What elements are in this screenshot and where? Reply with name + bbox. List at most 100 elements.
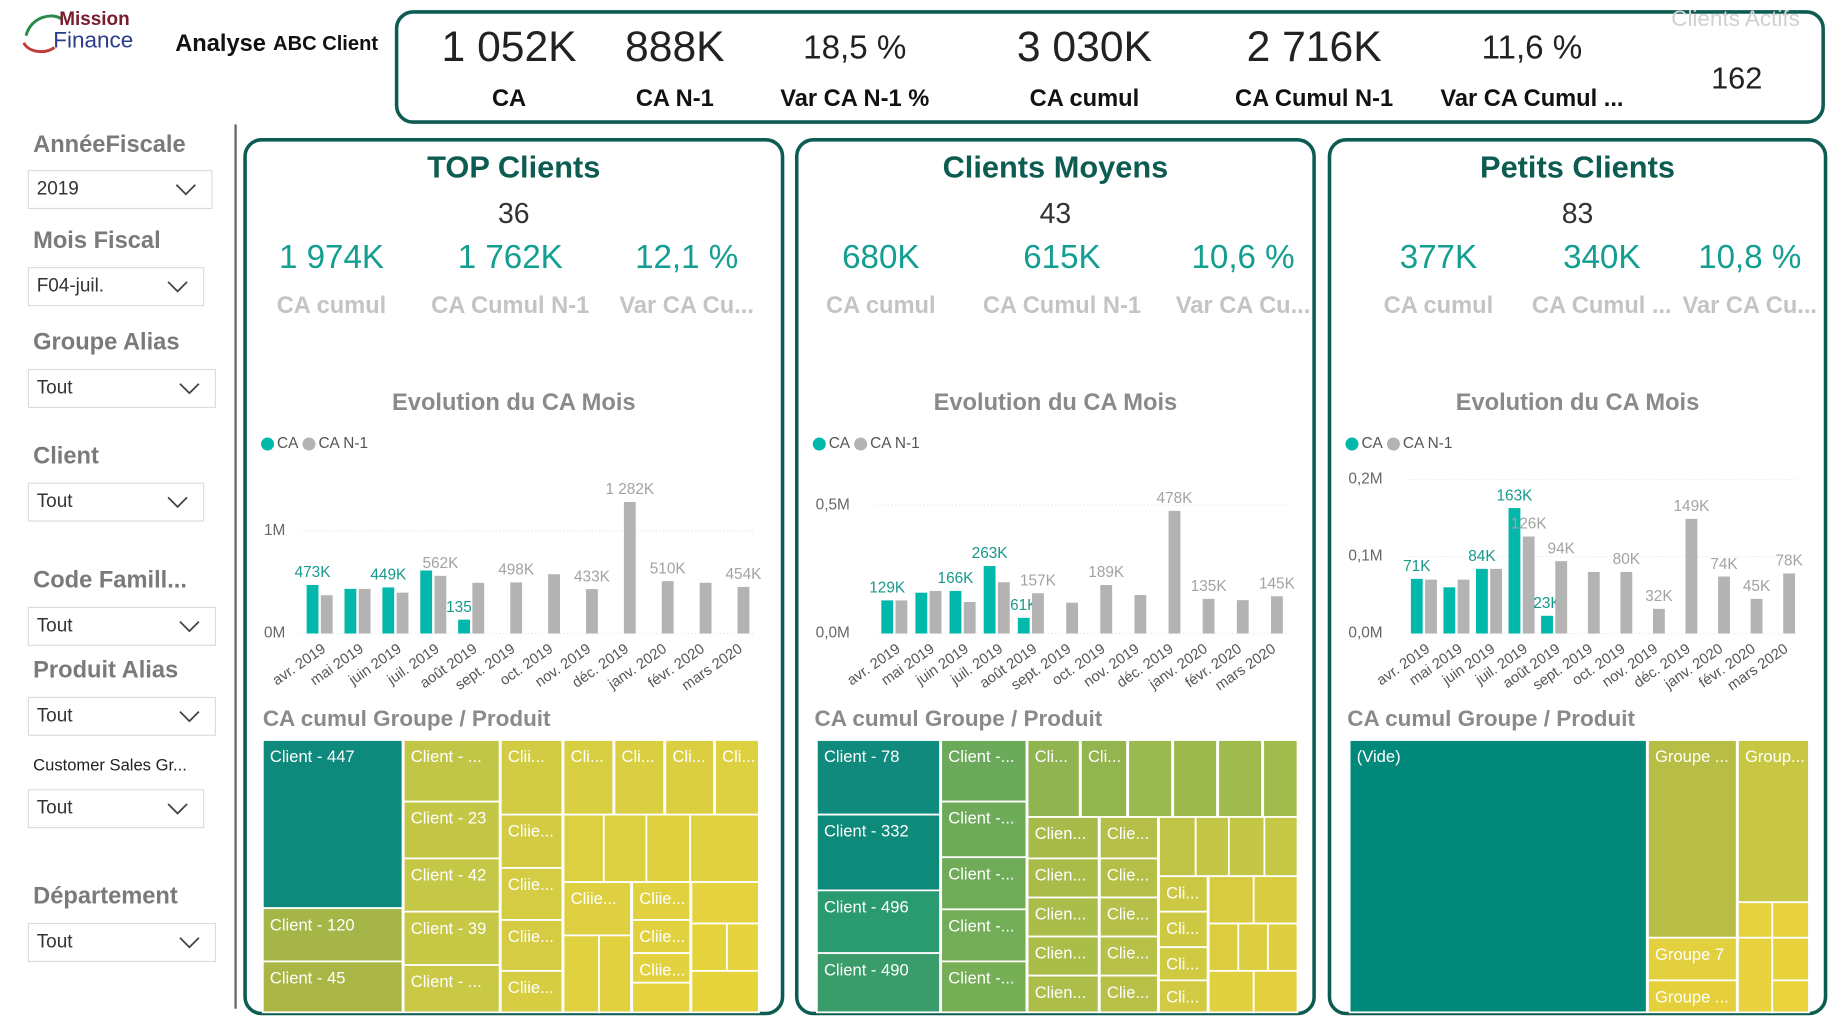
treemap-tile[interactable] bbox=[261, 960, 404, 1014]
treemap-tile[interactable] bbox=[1026, 816, 1100, 860]
bar bbox=[472, 582, 485, 634]
treemap-tile[interactable] bbox=[613, 739, 666, 816]
treemap-tile[interactable] bbox=[940, 739, 1028, 803]
treemap-tile[interactable] bbox=[689, 813, 760, 883]
dropdown[interactable] bbox=[27, 922, 217, 963]
treemap-tile[interactable] bbox=[1348, 739, 1648, 1014]
treemap-tile[interactable] bbox=[645, 813, 692, 883]
data-label: 1 282K bbox=[605, 481, 654, 498]
treemap-tile[interactable] bbox=[1262, 739, 1299, 818]
treemap-label: Cli... bbox=[1166, 954, 1199, 973]
treemap-tile[interactable] bbox=[690, 922, 728, 972]
treemap-tile[interactable] bbox=[1172, 739, 1218, 818]
treemap-tile[interactable] bbox=[598, 934, 632, 1014]
kpi-value: 162 bbox=[1711, 61, 1762, 96]
treemap-tile[interactable] bbox=[815, 889, 941, 955]
treemap-tile[interactable] bbox=[402, 739, 501, 803]
treemap-tile[interactable] bbox=[562, 813, 605, 883]
dropdown-value: Tout bbox=[37, 491, 74, 512]
dropdown[interactable] bbox=[27, 368, 217, 408]
treemap-tile[interactable] bbox=[940, 960, 1028, 1014]
treemap-tile[interactable] bbox=[1263, 816, 1299, 878]
treemap-tile[interactable] bbox=[714, 739, 760, 816]
treemap-tile[interactable] bbox=[1158, 875, 1209, 913]
treemap-tile[interactable] bbox=[1737, 936, 1774, 1014]
panel-kpi-value: 1 974K bbox=[279, 239, 384, 276]
treemap-tile[interactable] bbox=[1158, 816, 1197, 878]
treemap-tile[interactable] bbox=[1771, 901, 1810, 939]
treemap-tile[interactable] bbox=[726, 922, 760, 972]
treemap-tile[interactable] bbox=[402, 857, 501, 913]
treemap-tile[interactable] bbox=[1252, 970, 1299, 1014]
treemap-tile[interactable] bbox=[1026, 739, 1081, 818]
treemap-tile[interactable] bbox=[499, 919, 564, 972]
treemap-tile[interactable] bbox=[499, 813, 564, 869]
treemap-tile[interactable] bbox=[1771, 979, 1810, 1014]
legend-marker bbox=[1386, 437, 1400, 451]
kpi-value: 1 052K bbox=[442, 23, 577, 71]
treemap-tile[interactable] bbox=[1647, 979, 1738, 1014]
dropdown[interactable] bbox=[27, 482, 205, 522]
treemap-tile[interactable] bbox=[1647, 936, 1738, 982]
treemap-tile[interactable] bbox=[1079, 739, 1128, 818]
treemap-tile[interactable] bbox=[1026, 935, 1100, 977]
treemap-tile[interactable] bbox=[1267, 922, 1299, 972]
treemap-tile[interactable] bbox=[1098, 816, 1159, 860]
treemap-tile[interactable] bbox=[690, 881, 760, 925]
treemap-tile[interactable] bbox=[1227, 816, 1266, 878]
treemap-tile[interactable] bbox=[1217, 739, 1263, 818]
treemap-tile[interactable] bbox=[1098, 857, 1159, 899]
treemap-tile[interactable] bbox=[815, 952, 941, 1014]
treemap-tile[interactable] bbox=[631, 981, 692, 1014]
treemap-tile[interactable] bbox=[1207, 970, 1255, 1014]
treemap-tile[interactable] bbox=[499, 867, 564, 921]
treemap-tile[interactable] bbox=[664, 739, 715, 816]
treemap-tile[interactable] bbox=[1237, 922, 1269, 972]
bar bbox=[1270, 596, 1283, 634]
treemap-tile[interactable] bbox=[1026, 857, 1100, 899]
treemap-tile[interactable] bbox=[1737, 901, 1774, 939]
treemap-tile[interactable] bbox=[402, 800, 501, 860]
treemap-tile[interactable] bbox=[1207, 922, 1240, 972]
treemap-tile[interactable] bbox=[1158, 979, 1209, 1014]
dropdown[interactable] bbox=[27, 267, 205, 307]
treemap-tile[interactable] bbox=[631, 919, 692, 955]
treemap-tile[interactable] bbox=[631, 952, 692, 984]
kpi-label: Var CA Cumul ... bbox=[1440, 86, 1623, 112]
treemap-tile[interactable] bbox=[1252, 875, 1299, 925]
dropdown[interactable] bbox=[27, 789, 205, 829]
treemap-tile[interactable] bbox=[562, 881, 632, 937]
treemap-tile[interactable] bbox=[1098, 974, 1159, 1014]
treemap-label: Client - 78 bbox=[824, 747, 900, 766]
treemap-tile[interactable] bbox=[1647, 739, 1738, 939]
treemap-tile[interactable] bbox=[940, 908, 1028, 963]
treemap-tile[interactable] bbox=[499, 739, 564, 816]
treemap-tile[interactable] bbox=[1026, 896, 1100, 938]
treemap-tile[interactable] bbox=[499, 970, 564, 1014]
treemap-tile[interactable] bbox=[1207, 875, 1255, 925]
treemap-tile[interactable] bbox=[602, 813, 648, 883]
treemap-tile[interactable] bbox=[261, 739, 404, 910]
panel-kpi-value: 12,1 % bbox=[635, 239, 738, 276]
treemap-tile[interactable] bbox=[815, 739, 941, 816]
treemap-tile[interactable] bbox=[402, 910, 501, 966]
kpi-label: CA Cumul N-1 bbox=[1235, 86, 1393, 112]
panel-count: 83 bbox=[1562, 198, 1594, 230]
treemap-tile[interactable] bbox=[1771, 936, 1810, 982]
treemap-tile[interactable] bbox=[690, 970, 760, 1014]
treemap-tile[interactable] bbox=[940, 800, 1028, 859]
treemap-tile[interactable] bbox=[940, 856, 1028, 911]
bar bbox=[382, 587, 395, 634]
treemap-tile[interactable] bbox=[1026, 974, 1100, 1014]
treemap-tile[interactable] bbox=[1098, 935, 1159, 977]
treemap-tile[interactable] bbox=[562, 934, 600, 1014]
bar bbox=[344, 588, 357, 634]
treemap-tile[interactable] bbox=[402, 964, 501, 1014]
treemap-label: Clien... bbox=[1035, 824, 1087, 843]
treemap-tile[interactable] bbox=[1737, 739, 1810, 904]
kpi-value: 888K bbox=[625, 23, 725, 71]
treemap-tile[interactable] bbox=[1127, 739, 1173, 818]
treemap-tile[interactable] bbox=[815, 813, 941, 892]
bar bbox=[915, 592, 928, 634]
treemap-tile[interactable] bbox=[1194, 816, 1230, 878]
